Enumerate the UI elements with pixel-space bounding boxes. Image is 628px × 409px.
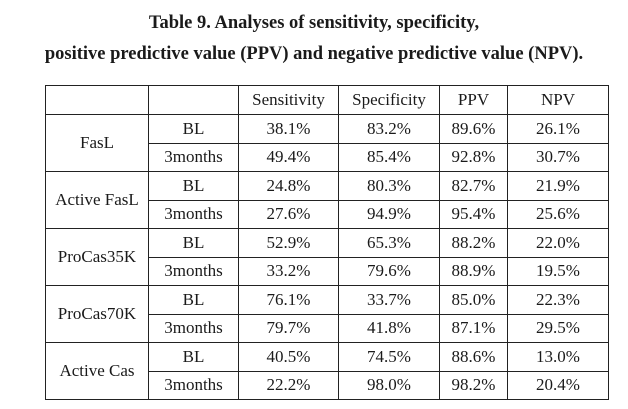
marker-name-cell: Active FasL: [45, 171, 149, 229]
table-row: ProCas35K BL 52.9% 65.3% 88.2% 22.0%: [45, 228, 609, 286]
ppv-value-cell: 85.0%: [439, 285, 508, 315]
ppv-value-cell: 87.1%: [439, 313, 508, 343]
timepoint-cell: 3months: [148, 199, 239, 229]
timepoint-cell: BL: [148, 228, 239, 258]
sensitivity-value-cell: 22.2%: [238, 370, 339, 400]
timepoint-cell: 3months: [148, 256, 239, 286]
ppv-value-cell: 88.9%: [439, 256, 508, 286]
npv-value-cell: 29.5%: [507, 313, 609, 343]
timepoint-cell: BL: [148, 342, 239, 372]
sensitivity-value-cell: 79.7%: [238, 313, 339, 343]
table-row: Active Cas BL 40.5% 74.5% 88.6% 13.0%: [45, 342, 609, 400]
specificity-value-cell: 80.3%: [338, 171, 440, 201]
npv-value-cell: 13.0%: [507, 342, 609, 372]
ppv-value-cell: 95.4%: [439, 199, 508, 229]
timepoint-cell: BL: [148, 171, 239, 201]
sensitivity-value-cell: 38.1%: [238, 114, 339, 144]
timepoint-cell: 3months: [148, 313, 239, 343]
results-table: Sensitivity Specificity PPV NPV FasL BL 38…: [45, 85, 609, 400]
specificity-value-cell: 85.4%: [338, 142, 440, 172]
table-title-line-2: positive predictive value (PPV) and nega…: [44, 44, 584, 64]
marker-name-cell: ProCas35K: [45, 228, 149, 286]
timepoint-cell: BL: [148, 285, 239, 315]
table-row: 3months 49.4% 85.4% 92.8% 30.7%: [46, 142, 609, 172]
specificity-value-cell: 98.0%: [338, 370, 440, 400]
npv-value-cell: 25.6%: [507, 199, 609, 229]
ppv-value-cell: 88.2%: [439, 228, 508, 258]
header-row: Sensitivity Specificity PPV NPV: [45, 85, 609, 115]
specificity-value-cell: 79.6%: [338, 256, 440, 286]
npv-value-cell: 22.0%: [507, 228, 609, 258]
table-row: 3months 22.2% 98.0% 98.2% 20.4%: [46, 370, 609, 400]
npv-value-cell: 20.4%: [507, 370, 609, 400]
header-cell-sensitivity: Sensitivity: [238, 85, 339, 115]
table-row: 3months 27.6% 94.9% 95.4% 25.6%: [46, 199, 609, 229]
specificity-value-cell: 83.2%: [338, 114, 440, 144]
ppv-value-cell: 88.6%: [439, 342, 508, 372]
npv-value-cell: 21.9%: [507, 171, 609, 201]
timepoint-cell: 3months: [148, 142, 239, 172]
specificity-value-cell: 65.3%: [338, 228, 440, 258]
ppv-value-cell: 82.7%: [439, 171, 508, 201]
specificity-value-cell: 33.7%: [338, 285, 440, 315]
sensitivity-value-cell: 33.2%: [238, 256, 339, 286]
sensitivity-value-cell: 49.4%: [238, 142, 339, 172]
ppv-value-cell: 92.8%: [439, 142, 508, 172]
table-row: FasL BL 38.1% 83.2% 89.6% 26.1%: [45, 114, 609, 172]
sensitivity-value-cell: 52.9%: [238, 228, 339, 258]
table-row: 3months 33.2% 79.6% 88.9% 19.5%: [46, 256, 609, 286]
marker-name-cell: FasL: [45, 114, 149, 172]
timepoint-cell: 3months: [148, 370, 239, 400]
table-row: Active FasL BL 24.8% 80.3% 82.7% 21.9%: [45, 171, 609, 229]
ppv-value-cell: 98.2%: [439, 370, 508, 400]
table-body: FasL BL 38.1% 83.2% 89.6% 26.1% 3months 49.4% 85…: [45, 114, 609, 400]
sensitivity-value-cell: 76.1%: [238, 285, 339, 315]
sensitivity-value-cell: 24.8%: [238, 171, 339, 201]
timepoint-cell: BL: [148, 114, 239, 144]
specificity-value-cell: 41.8%: [338, 313, 440, 343]
header-cell-ppv: PPV: [439, 85, 508, 115]
header-cell-time: [148, 85, 239, 115]
sensitivity-value-cell: 27.6%: [238, 199, 339, 229]
marker-name-cell: Active Cas: [45, 342, 149, 400]
npv-value-cell: 19.5%: [507, 256, 609, 286]
npv-value-cell: 22.3%: [507, 285, 609, 315]
npv-value-cell: 30.7%: [507, 142, 609, 172]
header-cell-marker: [45, 85, 149, 115]
header-cell-npv: NPV: [507, 85, 609, 115]
specificity-value-cell: 74.5%: [338, 342, 440, 372]
ppv-value-cell: 89.6%: [439, 114, 508, 144]
table-row: ProCas70K BL 76.1% 33.7% 85.0% 22.3%: [45, 285, 609, 343]
marker-name-cell: ProCas70K: [45, 285, 149, 343]
header-cell-specificity: Specificity: [338, 85, 440, 115]
sensitivity-value-cell: 40.5%: [238, 342, 339, 372]
npv-value-cell: 26.1%: [507, 114, 609, 144]
table-title-line-1: Table 9. Analyses of sensitivity, specif…: [148, 13, 480, 33]
table-row: 3months 79.7% 41.8% 87.1% 29.5%: [46, 313, 609, 343]
specificity-value-cell: 94.9%: [338, 199, 440, 229]
